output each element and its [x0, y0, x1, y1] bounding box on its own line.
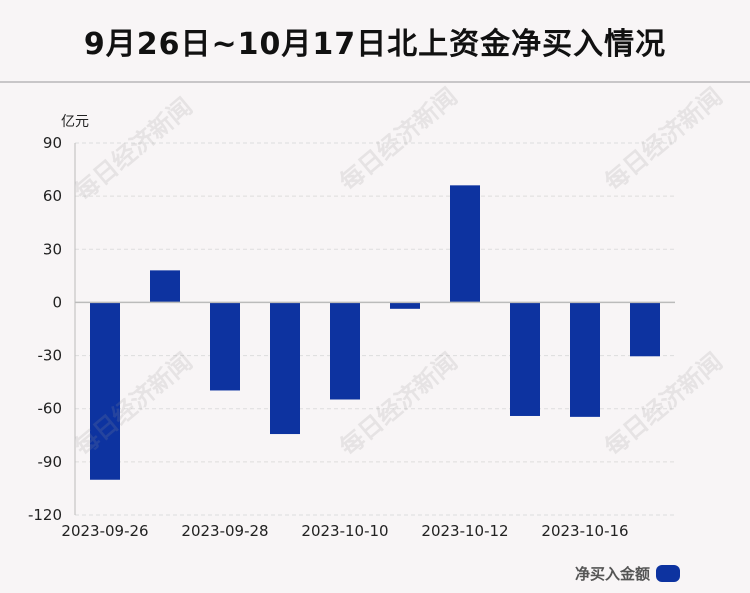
x-tick-label: 2023-10-16	[541, 522, 628, 540]
y-axis-unit: 亿元	[61, 114, 89, 130]
bar	[450, 185, 480, 303]
y-tick-label: -90	[38, 453, 63, 471]
x-tick-label: 2023-09-28	[181, 522, 268, 540]
x-tick-label: 2023-09-26	[61, 522, 148, 540]
y-tick-label: -60	[38, 400, 63, 418]
x-tick-label: 2023-10-12	[421, 522, 508, 540]
legend-label: 净买入金额	[575, 565, 651, 583]
y-tick-label: 60	[43, 187, 62, 205]
x-tick-label: 2023-10-10	[301, 522, 388, 540]
bar	[150, 270, 180, 303]
y-tick-label: 0	[52, 293, 62, 311]
title-bar: 9月26日~10月17日北上资金净买入情况	[0, 0, 750, 83]
y-tick-label: -30	[38, 347, 63, 365]
y-tick-label: 30	[43, 240, 62, 258]
bar	[510, 302, 540, 416]
legend: 净买入金额	[575, 563, 681, 584]
bar	[210, 302, 240, 391]
bar	[390, 302, 420, 309]
chart-title: 9月26日~10月17日北上资金净买入情况	[83, 26, 667, 62]
y-tick-label: -120	[28, 506, 62, 524]
y-tick-label: 90	[43, 134, 62, 152]
legend-swatch	[656, 565, 681, 582]
bar	[270, 302, 300, 435]
bar	[90, 302, 120, 480]
bar	[630, 302, 660, 357]
bar	[570, 302, 600, 417]
bar	[330, 302, 360, 400]
